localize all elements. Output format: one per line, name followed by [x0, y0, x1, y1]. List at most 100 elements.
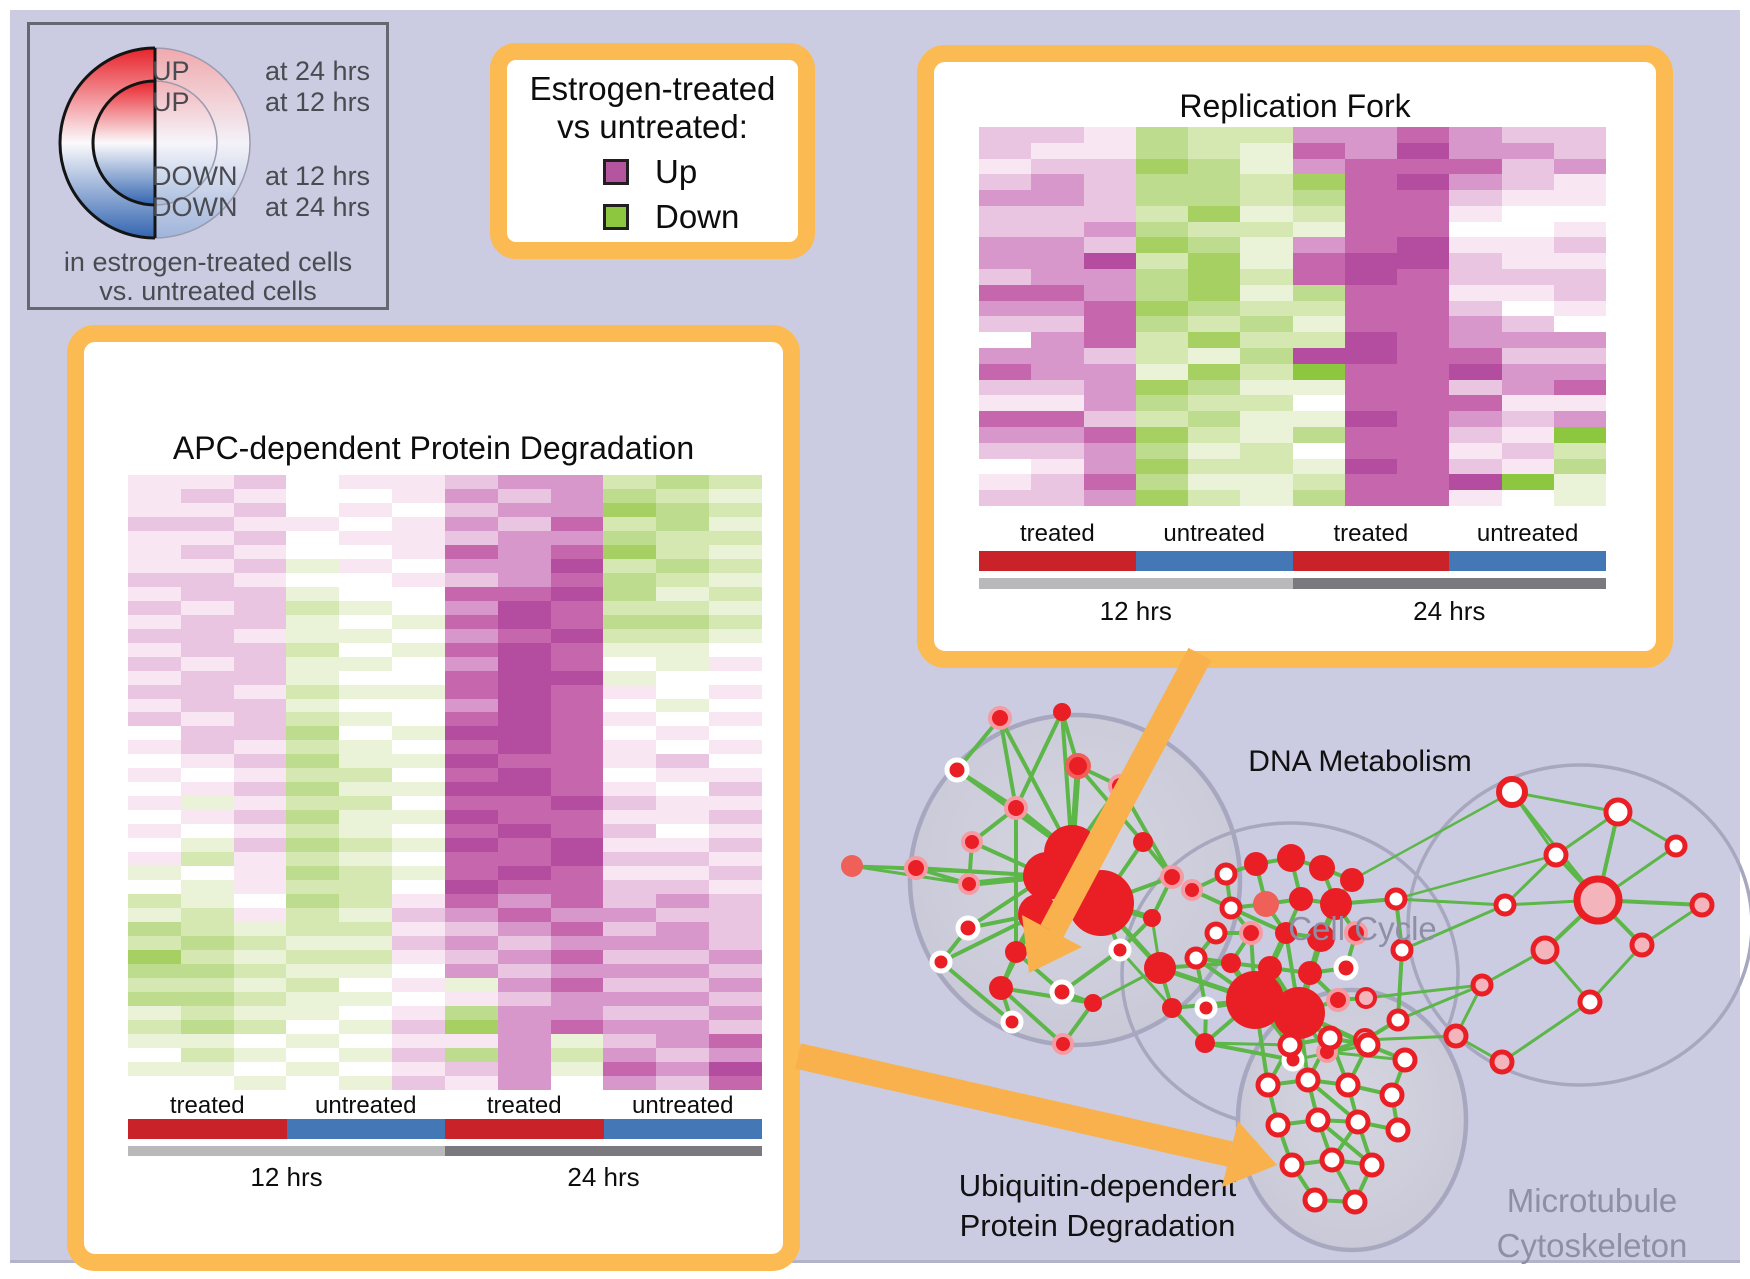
- heatmap-cell: [444, 768, 498, 783]
- heatmap-cell: [1188, 411, 1241, 428]
- heatmap-cell: [656, 852, 710, 867]
- heatmap-cell: [603, 586, 657, 601]
- heatmap-cell: [1083, 205, 1136, 222]
- heatmap-cell: [979, 284, 1032, 301]
- heatmap-cell: [1397, 411, 1450, 428]
- heatmap-cell: [233, 852, 287, 867]
- heatmap-cell: [1397, 442, 1450, 459]
- heatmap-cell: [339, 992, 393, 1007]
- heatmap-cell: [392, 978, 445, 993]
- heatmap-cell: [1135, 458, 1188, 475]
- heatmap-cell: [444, 586, 498, 601]
- heatmap-cell: [550, 922, 604, 937]
- heatmap-cell: [1449, 142, 1502, 159]
- heatmap-cell: [709, 908, 762, 923]
- heatmap-cell: [392, 530, 445, 545]
- heatmap-cell: [1188, 474, 1241, 491]
- heatmap-cell: [1292, 253, 1345, 270]
- heatmap-cell: [550, 572, 604, 587]
- heatmap-cell: [1135, 363, 1188, 380]
- heatmap-cell: [1292, 458, 1345, 475]
- heatmap-cell: [1188, 490, 1241, 506]
- heatmap-cell: [1083, 237, 1136, 254]
- heatmap-cell: [392, 712, 445, 727]
- heatmap-cell: [339, 1076, 393, 1090]
- down-green-swatch-icon: [603, 204, 629, 230]
- heatmap-cell: [444, 1062, 498, 1077]
- heatmap-cell: [1553, 253, 1606, 270]
- apc-group-labels: treated untreated treated untreated: [128, 1092, 762, 1120]
- heatmap-cell: [1188, 142, 1241, 159]
- rf-group-labels: treated untreated treated untreated: [979, 520, 1606, 548]
- heatmap-cell: [444, 978, 498, 993]
- heatmap-cell: [392, 726, 445, 741]
- legend-down-24-dir: DOWN: [152, 192, 238, 222]
- down-swatch-label: Down: [655, 198, 740, 235]
- heatmap-cell: [286, 1048, 340, 1063]
- heatmap-cell: [392, 964, 445, 979]
- heatmap-cell: [1188, 205, 1241, 222]
- heatmap-cell: [1135, 474, 1188, 491]
- heatmap-cell: [233, 558, 287, 573]
- heatmap-cell: [1397, 158, 1450, 175]
- heatmap-cell: [656, 712, 710, 727]
- heatmap-cell: [603, 614, 657, 629]
- heatmap-cell: [128, 656, 181, 671]
- heatmap-cell: [444, 950, 498, 965]
- heatmap-cell: [444, 572, 498, 587]
- heatmap-cell: [392, 1006, 445, 1021]
- heatmap-cell: [709, 516, 762, 531]
- heatmap-cell: [286, 852, 340, 867]
- heatmap-cell: [286, 768, 340, 783]
- heatmap-cell: [1188, 174, 1241, 191]
- heatmap-cell: [1031, 427, 1084, 443]
- heatmap-cell: [1344, 190, 1397, 206]
- heatmap-cell: [1344, 205, 1397, 222]
- heatmap-cell: [497, 572, 551, 587]
- heatmap-cell: [1135, 237, 1188, 254]
- heatmap-cell: [1449, 363, 1502, 380]
- heatmap-cell: [128, 810, 181, 825]
- heatmap-cell: [656, 824, 710, 839]
- heatmap-cell: [656, 796, 710, 811]
- heatmap-cell: [1083, 253, 1136, 270]
- heatmap-cell: [497, 1034, 551, 1049]
- heatmap-cell: [1031, 458, 1084, 475]
- heatmap-cell: [286, 740, 340, 755]
- heatmap-cell: [1501, 363, 1554, 380]
- heatmap-cell: [444, 964, 498, 979]
- heatmap-cell: [603, 1062, 657, 1077]
- heatmap-cell: [128, 866, 181, 881]
- heatmap-cell: [339, 1020, 393, 1035]
- heatmap-cell: [1344, 269, 1397, 285]
- heatmap-cell: [550, 726, 604, 741]
- heatmap-cell: [1553, 316, 1606, 333]
- microtubule-cytoskeleton-label: Microtubule Cytoskeleton: [1442, 1178, 1742, 1268]
- heatmap-cell: [497, 530, 551, 545]
- heatmap-cell: [128, 782, 181, 797]
- heatmap-cell: [550, 1034, 604, 1049]
- heatmap-cell: [1553, 348, 1606, 364]
- heatmap-cell: [392, 824, 445, 839]
- heatmap-cell: [339, 488, 393, 503]
- heatmap-cell: [550, 614, 604, 629]
- heatmap-cell: [339, 768, 393, 783]
- heatmap-cell: [1031, 253, 1084, 270]
- heatmap-cell: [1553, 221, 1606, 238]
- heatmap-cell: [1344, 474, 1397, 491]
- heatmap-cell: [709, 698, 762, 713]
- heatmap-cell: [1240, 142, 1293, 159]
- time-color-bar: [128, 1146, 445, 1156]
- heatmap-cell: [444, 782, 498, 797]
- heatmap-cell: [1501, 348, 1554, 364]
- heatmap-cell: [392, 908, 445, 923]
- heatmap-cell: [709, 475, 762, 489]
- heatmap-cell: [180, 642, 234, 657]
- heatmap-cell: [656, 978, 710, 993]
- legend-up-12-time: at 12 hrs: [265, 87, 371, 117]
- heatmap-cell: [1449, 474, 1502, 491]
- heatmap-cell: [1188, 427, 1241, 443]
- heatmap-cell: [286, 670, 340, 685]
- heatmap-cell: [603, 572, 657, 587]
- heatmap-cell: [979, 458, 1032, 475]
